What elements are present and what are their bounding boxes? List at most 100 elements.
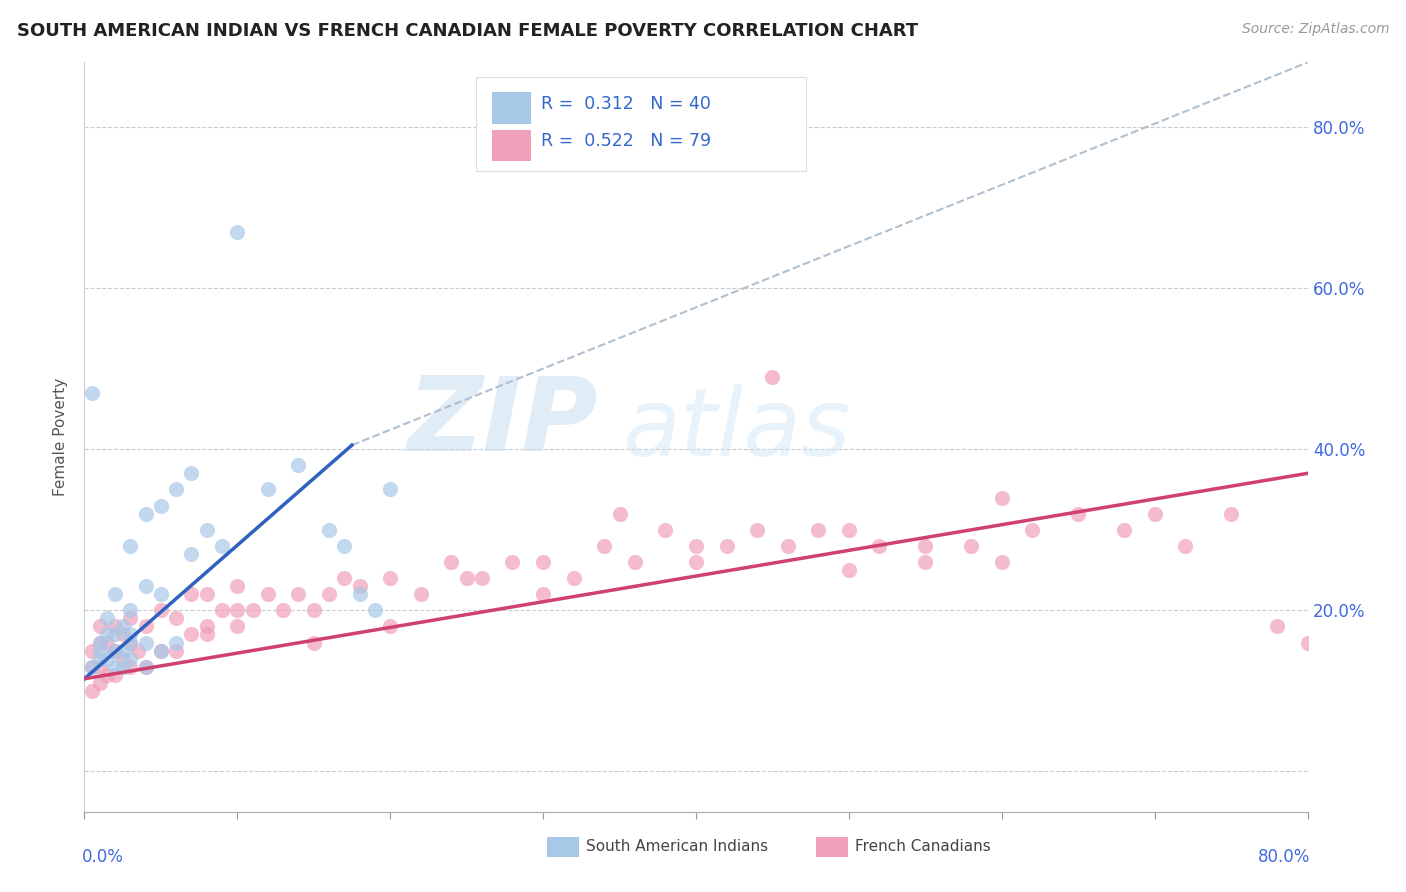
- Point: [531, 587, 554, 601]
- Point: [80, 643, 103, 657]
- Point: [165, 635, 187, 649]
- Point: [776, 539, 799, 553]
- Point: [226, 603, 249, 617]
- Point: [89, 619, 111, 633]
- Text: atlas: atlas: [623, 384, 851, 475]
- Point: [838, 523, 860, 537]
- Point: [349, 579, 371, 593]
- Point: [593, 539, 616, 553]
- Point: [195, 523, 218, 537]
- Text: Source: ZipAtlas.com: Source: ZipAtlas.com: [1241, 22, 1389, 37]
- Point: [409, 587, 432, 601]
- Text: R =  0.522   N = 79: R = 0.522 N = 79: [541, 132, 711, 150]
- Point: [960, 539, 983, 553]
- Point: [869, 539, 891, 553]
- Point: [747, 523, 769, 537]
- Point: [120, 539, 142, 553]
- Point: [149, 643, 172, 657]
- Point: [96, 611, 118, 625]
- Point: [333, 539, 356, 553]
- FancyBboxPatch shape: [547, 838, 578, 856]
- Point: [1174, 539, 1197, 553]
- Point: [135, 659, 157, 673]
- Point: [120, 635, 142, 649]
- Point: [914, 555, 936, 569]
- Point: [89, 635, 111, 649]
- Point: [135, 659, 157, 673]
- Point: [111, 627, 134, 641]
- Point: [89, 643, 111, 657]
- Point: [318, 587, 340, 601]
- Point: [104, 643, 127, 657]
- Point: [991, 555, 1014, 569]
- Text: French Canadians: French Canadians: [855, 839, 991, 855]
- Point: [1114, 523, 1136, 537]
- Point: [211, 603, 233, 617]
- Point: [654, 523, 676, 537]
- FancyBboxPatch shape: [492, 93, 531, 124]
- Point: [302, 635, 325, 649]
- Point: [1067, 507, 1090, 521]
- Point: [609, 507, 631, 521]
- Point: [149, 643, 172, 657]
- Point: [149, 603, 172, 617]
- Point: [120, 611, 142, 625]
- Point: [685, 555, 707, 569]
- Text: SOUTH AMERICAN INDIAN VS FRENCH CANADIAN FEMALE POVERTY CORRELATION CHART: SOUTH AMERICAN INDIAN VS FRENCH CANADIAN…: [17, 22, 918, 40]
- Point: [165, 643, 187, 657]
- Point: [80, 659, 103, 673]
- Point: [257, 587, 280, 601]
- Point: [111, 619, 134, 633]
- Text: R =  0.312   N = 40: R = 0.312 N = 40: [541, 95, 710, 112]
- Point: [180, 467, 202, 481]
- Point: [562, 571, 585, 585]
- Point: [89, 659, 111, 673]
- FancyBboxPatch shape: [475, 78, 806, 171]
- Point: [1265, 619, 1288, 633]
- Point: [135, 507, 157, 521]
- Point: [135, 579, 157, 593]
- Point: [111, 659, 134, 673]
- Point: [914, 539, 936, 553]
- Point: [226, 619, 249, 633]
- Text: South American Indians: South American Indians: [586, 839, 768, 855]
- Point: [96, 651, 118, 665]
- Point: [89, 675, 111, 690]
- Point: [195, 619, 218, 633]
- Point: [364, 603, 387, 617]
- Point: [302, 603, 325, 617]
- Y-axis label: Female Poverty: Female Poverty: [53, 378, 69, 496]
- Point: [96, 627, 118, 641]
- Point: [624, 555, 647, 569]
- Point: [111, 651, 134, 665]
- Point: [104, 587, 127, 601]
- Point: [226, 225, 249, 239]
- Point: [502, 555, 524, 569]
- Point: [149, 587, 172, 601]
- Point: [80, 659, 103, 673]
- Point: [807, 523, 830, 537]
- Point: [271, 603, 294, 617]
- Point: [471, 571, 494, 585]
- Point: [165, 483, 187, 497]
- Point: [120, 603, 142, 617]
- Point: [349, 587, 371, 601]
- Point: [180, 547, 202, 561]
- Text: 0.0%: 0.0%: [82, 847, 124, 865]
- FancyBboxPatch shape: [815, 838, 848, 856]
- Point: [287, 587, 309, 601]
- Point: [104, 627, 127, 641]
- Text: 80.0%: 80.0%: [1257, 847, 1310, 865]
- Point: [716, 539, 738, 553]
- Point: [135, 635, 157, 649]
- Point: [180, 627, 202, 641]
- Point: [120, 659, 142, 673]
- Point: [380, 571, 402, 585]
- Point: [380, 619, 402, 633]
- Point: [104, 659, 127, 673]
- Point: [685, 539, 707, 553]
- Point: [838, 563, 860, 577]
- Point: [89, 635, 111, 649]
- Point: [761, 369, 783, 384]
- Point: [226, 579, 249, 593]
